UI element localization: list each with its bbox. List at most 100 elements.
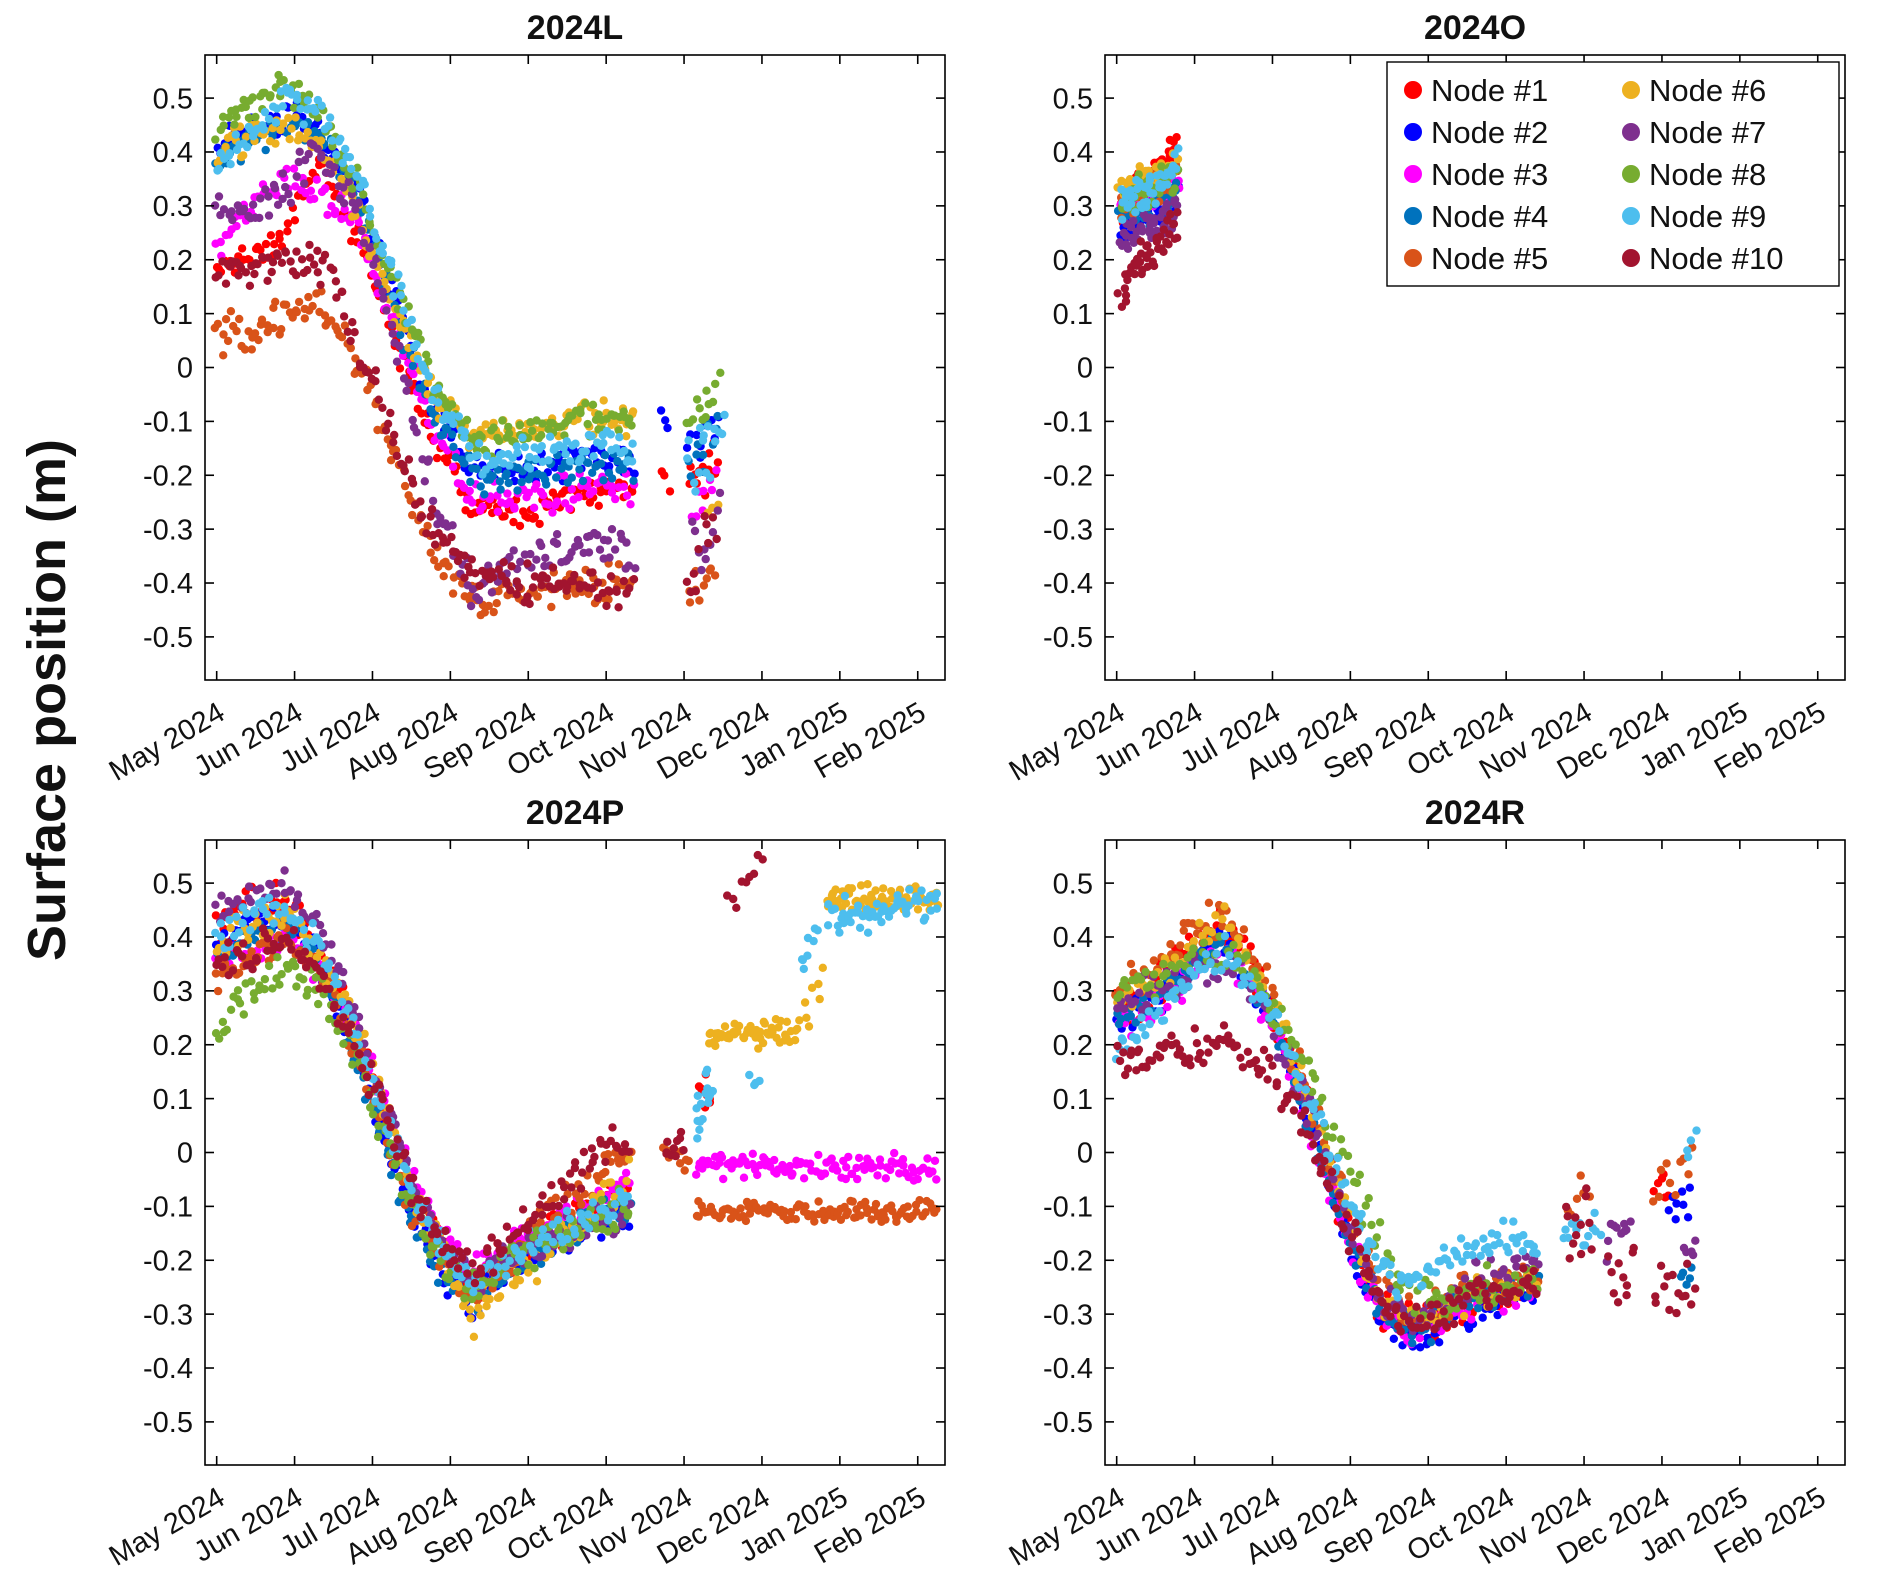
data-point — [250, 329, 260, 338]
data-point — [317, 150, 326, 159]
y-tick-label: 0 — [177, 1138, 193, 1170]
data-point — [624, 1209, 633, 1218]
data-point — [493, 1263, 503, 1272]
data-point — [214, 271, 223, 280]
data-point — [1159, 225, 1169, 234]
data-point — [226, 160, 235, 169]
data-point — [814, 1150, 823, 1160]
data-point — [348, 318, 357, 327]
data-point — [378, 249, 387, 258]
data-point — [1685, 1274, 1695, 1283]
data-point — [741, 1216, 751, 1226]
data-point — [352, 171, 361, 180]
data-point — [502, 576, 511, 586]
data-point — [251, 112, 260, 122]
data-point — [244, 327, 253, 336]
data-point — [469, 1288, 478, 1297]
data-point — [226, 923, 235, 933]
data-point — [396, 1142, 405, 1152]
data-point — [1136, 237, 1146, 246]
data-point — [1474, 1304, 1483, 1313]
data-point — [433, 384, 443, 393]
data-point — [551, 1193, 560, 1203]
data-point — [211, 911, 221, 920]
data-point — [424, 357, 433, 366]
data-point — [623, 1192, 632, 1201]
data-point — [266, 231, 276, 240]
data-point — [831, 885, 840, 894]
data-point — [289, 164, 299, 173]
data-point — [802, 1013, 811, 1022]
data-point — [386, 260, 396, 269]
data-point — [465, 1305, 475, 1314]
data-point — [269, 323, 278, 333]
data-point — [373, 1132, 383, 1142]
data-point — [567, 485, 576, 494]
data-point — [537, 442, 546, 451]
data-point — [617, 1220, 627, 1229]
data-point — [292, 172, 301, 181]
data-point — [841, 1174, 850, 1184]
data-point — [807, 983, 817, 992]
data-point — [704, 538, 713, 548]
data-point — [239, 1010, 248, 1019]
data-point — [426, 1250, 435, 1259]
data-point — [1142, 242, 1151, 251]
data-point — [489, 1278, 499, 1288]
data-point — [1218, 922, 1227, 931]
data-point — [239, 151, 248, 160]
data-point — [399, 306, 408, 315]
data-point — [424, 455, 433, 464]
data-point — [608, 1123, 617, 1132]
data-point — [311, 973, 320, 982]
data-point — [454, 412, 463, 421]
data-point — [562, 582, 572, 592]
data-point — [791, 1215, 800, 1224]
data-point — [218, 962, 227, 972]
data-point — [592, 1224, 601, 1233]
data-point — [699, 581, 709, 590]
data-point — [472, 1250, 481, 1259]
data-point — [396, 291, 406, 300]
data-point — [470, 1278, 480, 1288]
data-point — [383, 419, 393, 428]
data-point — [505, 461, 514, 470]
data-point — [308, 301, 317, 311]
data-point — [542, 574, 552, 583]
data-point — [536, 1218, 545, 1227]
y-tick-label: 0.5 — [1053, 83, 1093, 115]
y-tick-label: 0.2 — [153, 245, 193, 277]
data-point — [460, 1294, 469, 1303]
data-point — [661, 416, 670, 425]
data-point — [760, 1019, 769, 1028]
data-point — [247, 345, 256, 354]
data-point — [538, 491, 548, 500]
data-point — [753, 1170, 762, 1180]
data-point — [424, 1218, 433, 1228]
data-point — [512, 1246, 521, 1256]
data-point — [717, 1153, 727, 1162]
data-point — [695, 1125, 704, 1135]
data-point — [223, 336, 233, 346]
data-point — [861, 1197, 870, 1207]
data-point — [656, 406, 666, 415]
data-point — [504, 422, 513, 432]
data-point — [594, 501, 603, 510]
data-point — [1143, 262, 1152, 271]
data-point — [1207, 928, 1217, 937]
data-point — [400, 481, 410, 491]
data-point — [1218, 914, 1227, 924]
data-point — [693, 1091, 702, 1101]
data-point — [692, 450, 701, 459]
data-point — [708, 528, 718, 537]
data-point — [1189, 937, 1199, 946]
data-point — [620, 1140, 630, 1149]
data-point — [928, 1167, 937, 1176]
data-point — [258, 897, 267, 906]
data-point — [404, 455, 414, 464]
data-point — [1176, 941, 1185, 950]
data-point — [524, 1268, 533, 1277]
data-point — [500, 512, 509, 521]
data-point — [688, 517, 697, 526]
data-point — [282, 300, 291, 309]
